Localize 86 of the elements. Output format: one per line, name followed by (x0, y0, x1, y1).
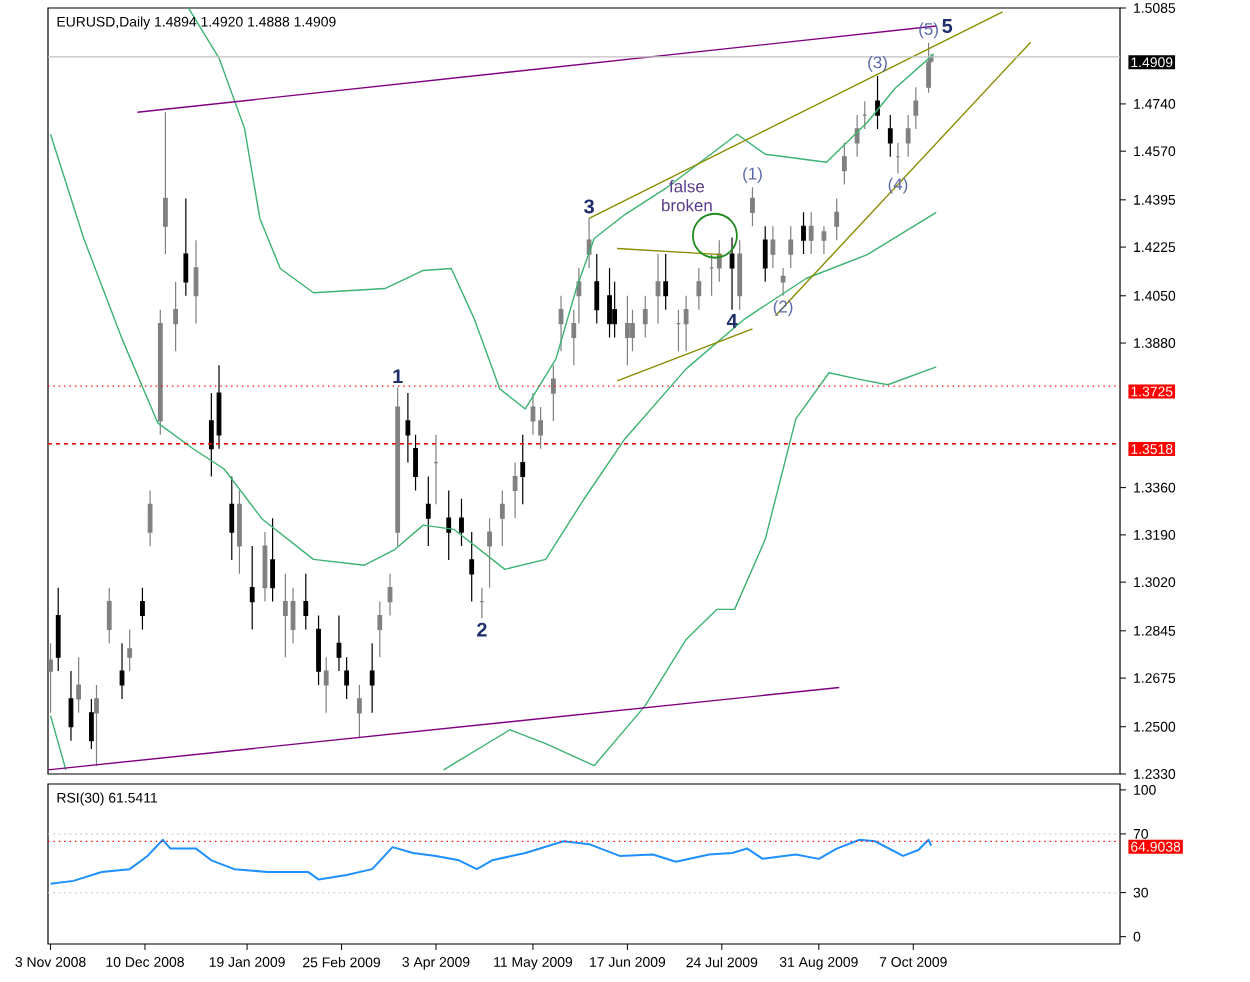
candlestick (499, 489, 505, 547)
candlestick (262, 531, 268, 603)
candlestick (663, 253, 669, 311)
candlestick (140, 587, 145, 631)
candlestick (106, 587, 112, 644)
candlestick (676, 309, 681, 352)
candlestick (119, 642, 125, 700)
candlestick (369, 642, 375, 714)
candlestick (479, 587, 485, 619)
candlestick (586, 217, 592, 269)
annotation: 4 (726, 314, 738, 328)
candlestick (459, 498, 464, 547)
candlestick (163, 111, 168, 255)
candlestick (709, 253, 715, 297)
candlestick (487, 517, 492, 589)
candlestick (469, 531, 475, 603)
candlestick (624, 295, 630, 366)
annotation: 5 (942, 19, 953, 33)
candlestick (377, 601, 383, 658)
candlestick (55, 587, 61, 672)
candlestick (550, 364, 556, 422)
candlestick (895, 142, 901, 175)
candlestick (446, 489, 452, 561)
candlestick (88, 698, 94, 750)
candlestick (801, 211, 806, 255)
candlestick (683, 295, 689, 352)
candlestick (558, 295, 564, 352)
candlestick (854, 114, 860, 158)
candlestick (607, 267, 612, 339)
candlestick (905, 114, 911, 158)
candlestick (875, 75, 880, 130)
annotation: (3) (868, 55, 887, 72)
candlestick (841, 142, 847, 186)
candlestick (127, 628, 133, 672)
candlestick (729, 236, 735, 311)
candlestick (157, 309, 163, 436)
candlestick (48, 642, 53, 714)
candlestick (413, 434, 418, 491)
candlestick (594, 253, 600, 325)
candlestick (229, 475, 235, 561)
candlestick (696, 267, 702, 311)
candlestick (821, 225, 827, 255)
candlestick (788, 225, 794, 269)
candlestick (642, 295, 648, 339)
annotation: 3 (584, 199, 594, 214)
line-series (49, 838, 933, 885)
annotation: (1) (743, 167, 762, 183)
candlestick (425, 475, 431, 547)
candlestick (147, 489, 153, 547)
candlestick (183, 197, 189, 297)
candlestick (655, 253, 661, 325)
annotation: false broken (662, 179, 712, 212)
candlestick (344, 656, 350, 700)
annotation: 1 (393, 369, 403, 384)
candlestick (193, 239, 199, 325)
candlestick (316, 614, 321, 686)
candlestick (76, 656, 82, 714)
candlestick (762, 225, 768, 283)
candlestick (808, 211, 814, 255)
line-series (49, 133, 937, 571)
candlestick (433, 434, 439, 505)
candlestick (249, 545, 255, 631)
candlestick (336, 614, 342, 672)
candlestick (356, 684, 362, 739)
candlestick (520, 434, 526, 505)
candlestick (405, 392, 411, 464)
candlestick (512, 461, 518, 519)
candlestick (323, 656, 329, 714)
candlestick (68, 670, 74, 742)
candlestick (737, 239, 743, 311)
candlestick (834, 197, 840, 241)
candlestick (303, 573, 309, 631)
candlestick (94, 684, 99, 767)
candlestick (270, 517, 276, 603)
candlestick (237, 489, 242, 575)
candlestick (780, 267, 786, 297)
candlestick (913, 86, 919, 130)
candlestick (887, 114, 893, 158)
candlestick (387, 573, 393, 617)
candlestick (770, 225, 776, 269)
candlestick (395, 386, 401, 547)
candlestick (173, 281, 179, 352)
candlestick (862, 100, 868, 130)
candlestick (750, 186, 755, 227)
annotation: 2 (477, 622, 487, 637)
candlestick (282, 573, 288, 658)
